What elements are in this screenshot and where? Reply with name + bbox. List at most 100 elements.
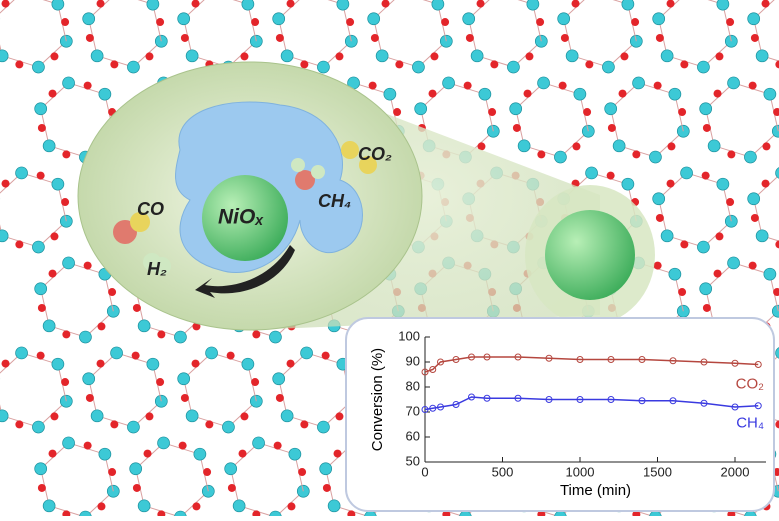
atom (347, 510, 355, 516)
atom (16, 347, 28, 359)
atom (762, 0, 770, 8)
atom (2, 0, 10, 8)
atom (536, 18, 544, 26)
atom (572, 0, 580, 8)
label-co2: CO₂ (358, 144, 392, 164)
atom (84, 262, 92, 270)
atom (574, 88, 586, 100)
atom (633, 77, 645, 89)
atom (99, 448, 111, 460)
atom (62, 150, 70, 158)
atom (91, 50, 103, 62)
atom (415, 103, 427, 115)
atom (52, 358, 64, 370)
atom (127, 61, 139, 73)
atom (222, 421, 234, 433)
atom (620, 52, 628, 60)
atom (16, 167, 28, 179)
graphic: CO H₂ NiOₓ CH₄ CO₂ 506070809010005001000… (0, 0, 779, 516)
atom (513, 124, 521, 132)
x-tick-label: 1500 (643, 464, 672, 479)
atom (680, 240, 688, 248)
atom (653, 13, 665, 25)
atom (91, 410, 103, 422)
atom (49, 450, 57, 458)
atom (714, 90, 722, 98)
atom (464, 82, 472, 90)
atom (43, 500, 55, 512)
atom (622, 178, 634, 190)
atom (203, 468, 211, 476)
atom (38, 124, 46, 132)
atom (156, 18, 164, 26)
atom (715, 52, 723, 60)
atom (83, 373, 95, 385)
atom (776, 347, 779, 359)
atom (97, 322, 105, 330)
atom (320, 463, 332, 475)
atom (86, 394, 94, 402)
atom (471, 50, 483, 62)
atom (61, 378, 69, 386)
atom (84, 442, 92, 450)
atom (111, 347, 123, 359)
atom (368, 13, 380, 25)
atom (240, 52, 248, 60)
atom (631, 18, 639, 26)
atom (239, 450, 247, 458)
atom (97, 360, 105, 368)
atom (61, 18, 69, 26)
atom (756, 230, 768, 242)
atom (147, 358, 159, 370)
atom (441, 18, 449, 26)
atom (32, 241, 44, 253)
atom (62, 330, 70, 338)
atom (32, 421, 44, 433)
atom (251, 378, 259, 386)
atom (49, 90, 57, 98)
atom (50, 412, 58, 420)
atom (52, 0, 64, 10)
atom (252, 330, 260, 338)
atom (179, 442, 187, 450)
atom (681, 167, 693, 179)
atom (311, 165, 325, 179)
atom (527, 0, 539, 10)
x-tick-label: 500 (492, 464, 514, 479)
atom (661, 50, 673, 62)
atom (749, 82, 757, 90)
atom (84, 82, 92, 90)
atom (466, 34, 474, 42)
atom (49, 270, 57, 278)
atom (524, 90, 532, 98)
atom (602, 61, 614, 73)
atom (613, 140, 625, 152)
atom (537, 150, 545, 158)
atom (178, 373, 190, 385)
atom (463, 13, 475, 25)
atom (412, 61, 424, 73)
atom (322, 352, 330, 360)
atom (61, 198, 69, 206)
x-tick-label: 0 (421, 464, 428, 479)
atom (181, 394, 189, 402)
atom (2, 180, 10, 188)
atom (703, 124, 711, 132)
atom (228, 484, 236, 492)
atom (252, 510, 260, 516)
atom (233, 500, 245, 512)
atom (108, 468, 116, 476)
atom (656, 214, 664, 222)
atom (15, 60, 23, 68)
atom (751, 214, 759, 222)
atom (490, 60, 498, 68)
atom (708, 140, 720, 152)
atom (35, 103, 47, 115)
atom (554, 151, 566, 163)
atom (717, 178, 729, 190)
atom (395, 60, 403, 68)
atom (337, 0, 349, 10)
atom (656, 34, 664, 42)
atom (346, 18, 354, 26)
y-tick-label: 100 (398, 328, 420, 343)
